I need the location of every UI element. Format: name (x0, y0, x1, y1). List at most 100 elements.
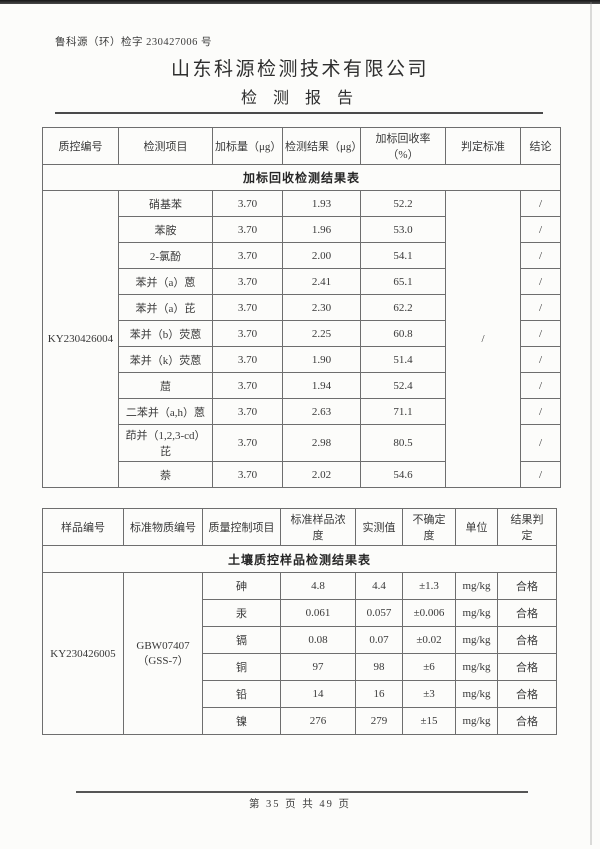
scan-edge-top (0, 0, 600, 4)
qc-table-header-row: 样品编号 标准物质编号 质量控制项目 标准样品浓 度 实测值 不确定 度 单位 … (42, 508, 557, 546)
qc-number-cell: KY230426004 (42, 190, 119, 488)
test-item-cell: 硝基苯 (118, 190, 213, 217)
unit-cell: mg/kg (455, 599, 498, 627)
test-result-cell: 1.90 (282, 346, 361, 373)
qc-table: 土壤质控样品检测结果表 样品编号 标准物质编号 质量控制项目 标准样品浓 度 实… (42, 508, 557, 735)
spike-amount-cell: 3.70 (212, 294, 283, 321)
uncertainty-cell: ±15 (402, 707, 456, 735)
col-qc-number: 质控编号 (42, 127, 119, 165)
test-result-cell: 2.30 (282, 294, 361, 321)
col-judgment-standard: 判定标准 (445, 127, 521, 165)
recovery-table-title: 加标回收检测结果表 (42, 164, 561, 191)
spike-amount-cell: 3.70 (212, 461, 283, 488)
table-row: 萘 3.70 2.02 54.6 / (43, 461, 561, 488)
test-item-cell: 苯并（a）芘 (118, 294, 213, 321)
unit-cell: mg/kg (455, 626, 498, 654)
col-conclusion: 结论 (520, 127, 561, 165)
recovery-table-header-row: 质控编号 检测项目 加标量（μg） 检测结果（μg） 加标回收率 （%） 判定标… (42, 127, 561, 165)
table-row: 苯胺 3.70 1.96 53.0 / (43, 216, 561, 243)
recovery-rate-cell: 71.1 (360, 398, 446, 425)
conclusion-cell: / (520, 320, 561, 347)
uncertainty-cell: ±0.006 (402, 599, 456, 627)
test-item-cell: 苯并（b）荧蒽 (118, 320, 213, 347)
recovery-rate-cell: 52.4 (360, 372, 446, 399)
measured-value-cell: 279 (355, 707, 403, 735)
result-judgment-cell: 合格 (497, 572, 557, 600)
spike-amount-cell: 3.70 (212, 190, 283, 217)
report-title: 检 测 报 告 (240, 90, 359, 107)
test-item-cell: 䓛 (118, 372, 213, 399)
standard-concentration-cell: 0.061 (280, 599, 356, 627)
col-unit: 单位 (455, 508, 498, 546)
table-row: KY230426004 硝基苯 3.70 1.93 52.2 / / (42, 190, 561, 488)
test-item-cell: 二苯并（a,h）蒽 (118, 398, 213, 425)
recovery-rate-cell: 54.6 (360, 461, 446, 488)
test-result-cell: 1.96 (282, 216, 361, 243)
table-row: 苯并（k）荧蒽 3.70 1.90 51.4 / (43, 346, 561, 373)
test-item-cell: 苯并（k）荧蒽 (118, 346, 213, 373)
conclusion-cell: / (520, 346, 561, 373)
spike-amount-cell: 3.70 (212, 372, 283, 399)
result-judgment-cell: 合格 (497, 599, 557, 627)
col-standard-concentration: 标准样品浓 度 (280, 508, 356, 546)
conclusion-cell: / (520, 461, 561, 488)
test-result-cell: 1.93 (282, 190, 361, 217)
recovery-rate-cell: 53.0 (360, 216, 446, 243)
spike-amount-cell: 3.70 (212, 320, 283, 347)
measured-value-cell: 0.07 (355, 626, 403, 654)
result-judgment-cell: 合格 (497, 707, 557, 735)
qc-table-body: KY230426005 GBW07407 （GSS-7） 砷 4.8 4.4 ±… (42, 572, 557, 735)
test-item-cell: 萘 (118, 461, 213, 488)
standard-concentration-cell: 14 (280, 680, 356, 708)
test-result-cell: 2.02 (282, 461, 361, 488)
col-result-judgment: 结果判 定 (497, 508, 557, 546)
footer-divider (76, 791, 528, 793)
control-item-cell: 汞 (202, 599, 281, 627)
col-control-item: 质量控制项目 (202, 508, 281, 546)
judgment-standard-cell: / (445, 190, 521, 488)
table-row: 镍 276 279 ±15 mg/kg 合格 (43, 707, 557, 735)
qc-table-container: 土壤质控样品检测结果表 样品编号 标准物质编号 质量控制项目 标准样品浓 度 实… (42, 508, 557, 735)
recovery-table-body: KY230426004 硝基苯 3.70 1.93 52.2 / / 苯胺 3.… (42, 190, 561, 488)
test-item-cell: 苯胺 (118, 216, 213, 243)
conclusion-cell: / (520, 372, 561, 399)
measured-value-cell: 98 (355, 653, 403, 681)
qc-table-title: 土壤质控样品检测结果表 (42, 545, 557, 573)
test-result-cell: 2.00 (282, 242, 361, 269)
unit-cell: mg/kg (455, 653, 498, 681)
recovery-rate-cell: 65.1 (360, 268, 446, 295)
recovery-table: 加标回收检测结果表 质控编号 检测项目 加标量（μg） 检测结果（μg） 加标回… (42, 127, 561, 488)
spike-amount-cell: 3.70 (212, 242, 283, 269)
table-row: 汞 0.061 0.057 ±0.006 mg/kg 合格 (43, 599, 557, 627)
result-judgment-cell: 合格 (497, 626, 557, 654)
col-measured-value: 实测值 (355, 508, 403, 546)
test-item-cell: 2-氯酚 (118, 242, 213, 269)
recovery-rate-cell: 60.8 (360, 320, 446, 347)
col-test-result: 检测结果（μg） (282, 127, 362, 165)
result-judgment-cell: 合格 (497, 680, 557, 708)
measured-value-cell: 16 (355, 680, 403, 708)
table-row: 铜 97 98 ±6 mg/kg 合格 (43, 653, 557, 681)
test-result-cell: 2.63 (282, 398, 361, 425)
col-reference-material: 标准物质编号 (123, 508, 203, 546)
result-judgment-cell: 合格 (497, 653, 557, 681)
test-item-cell: 苯并（a）蒽 (118, 268, 213, 295)
conclusion-cell: / (520, 398, 561, 425)
conclusion-cell: / (520, 294, 561, 321)
unit-cell: mg/kg (455, 680, 498, 708)
recovery-rate-cell: 80.5 (360, 424, 446, 462)
col-recovery-rate: 加标回收率 （%） (360, 127, 446, 165)
sample-number-cell: KY230426005 (42, 572, 124, 735)
recovery-rate-cell: 54.1 (360, 242, 446, 269)
table-row: 2-氯酚 3.70 2.00 54.1 / (43, 242, 561, 269)
table-row: 苯并（b）荧蒽 3.70 2.25 60.8 / (43, 320, 561, 347)
uncertainty-cell: ±3 (402, 680, 456, 708)
conclusion-cell: / (520, 216, 561, 243)
company-name: 山东科源检测技术有限公司 (170, 59, 429, 80)
spike-amount-cell: 3.70 (212, 268, 283, 295)
standard-concentration-cell: 4.8 (280, 572, 356, 600)
control-item-cell: 砷 (202, 572, 281, 600)
standard-concentration-cell: 276 (280, 707, 356, 735)
page-number: 第 35 页 共 49 页 (248, 799, 352, 810)
